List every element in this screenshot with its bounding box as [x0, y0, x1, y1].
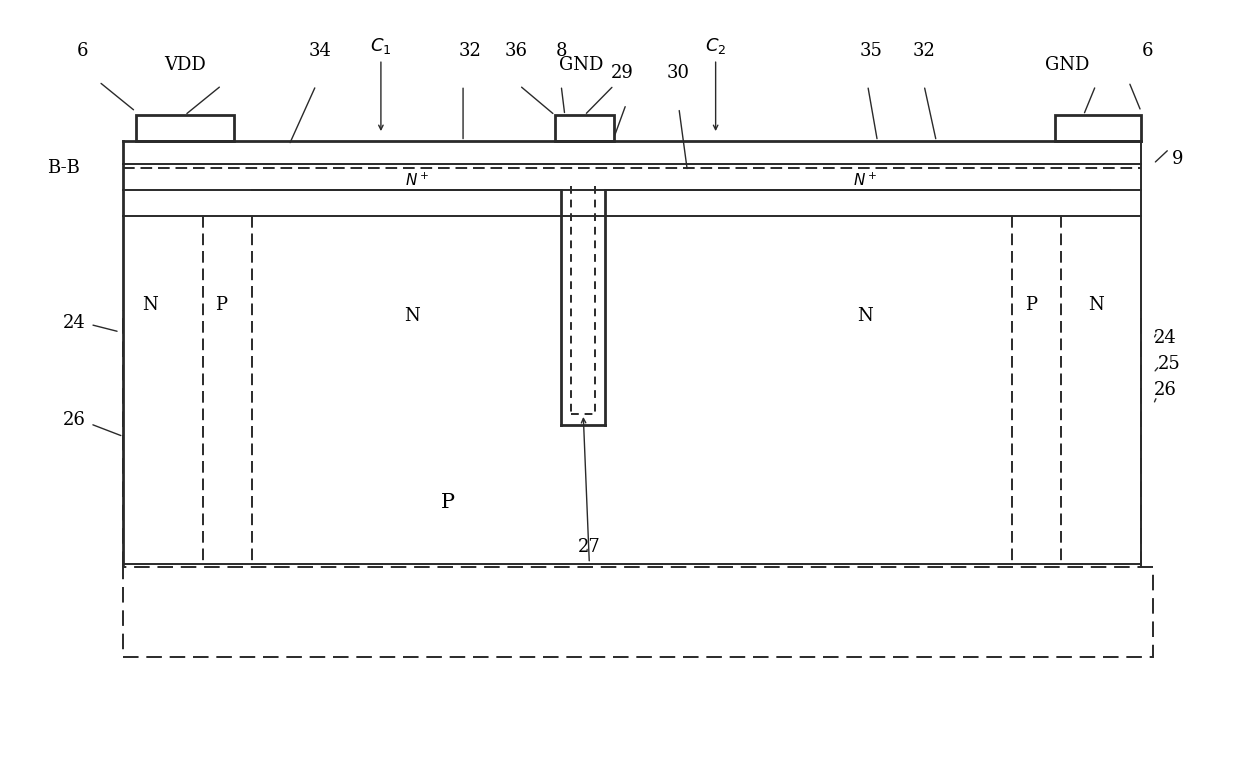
Text: $N^+$: $N^+$ — [405, 172, 430, 189]
Text: N: N — [143, 295, 159, 314]
Text: $C_2$: $C_2$ — [706, 36, 727, 56]
Text: 24: 24 — [63, 314, 86, 333]
Text: $C_1$: $C_1$ — [371, 36, 392, 56]
Text: P: P — [216, 295, 227, 314]
Text: 26: 26 — [1154, 381, 1177, 400]
Bar — [1055, 115, 1141, 142]
Text: N: N — [404, 307, 419, 325]
Bar — [556, 115, 614, 142]
Text: P: P — [1024, 295, 1037, 314]
Text: P: P — [441, 492, 455, 511]
Text: 6: 6 — [1142, 42, 1153, 59]
Text: VDD: VDD — [164, 56, 206, 74]
Text: N: N — [857, 307, 873, 325]
Text: 35: 35 — [859, 42, 883, 59]
Text: 25: 25 — [1158, 355, 1180, 374]
Text: B-B: B-B — [47, 158, 81, 177]
Text: N: N — [1087, 295, 1104, 314]
Text: 9: 9 — [1172, 150, 1184, 168]
Text: 30: 30 — [666, 64, 689, 82]
Bar — [124, 567, 1153, 657]
Text: 6: 6 — [77, 42, 89, 59]
Text: GND: GND — [1045, 56, 1090, 74]
Text: 32: 32 — [913, 42, 935, 59]
Text: $N^+$: $N^+$ — [853, 172, 878, 189]
Text: 36: 36 — [505, 42, 527, 59]
Text: 8: 8 — [556, 42, 567, 59]
Text: 29: 29 — [611, 64, 634, 82]
Bar — [135, 115, 234, 142]
Text: 26: 26 — [63, 412, 86, 429]
Text: GND: GND — [558, 56, 603, 74]
Text: 34: 34 — [309, 42, 331, 59]
Text: 24: 24 — [1154, 330, 1177, 347]
Text: 32: 32 — [459, 42, 482, 59]
Text: 27: 27 — [578, 538, 600, 556]
